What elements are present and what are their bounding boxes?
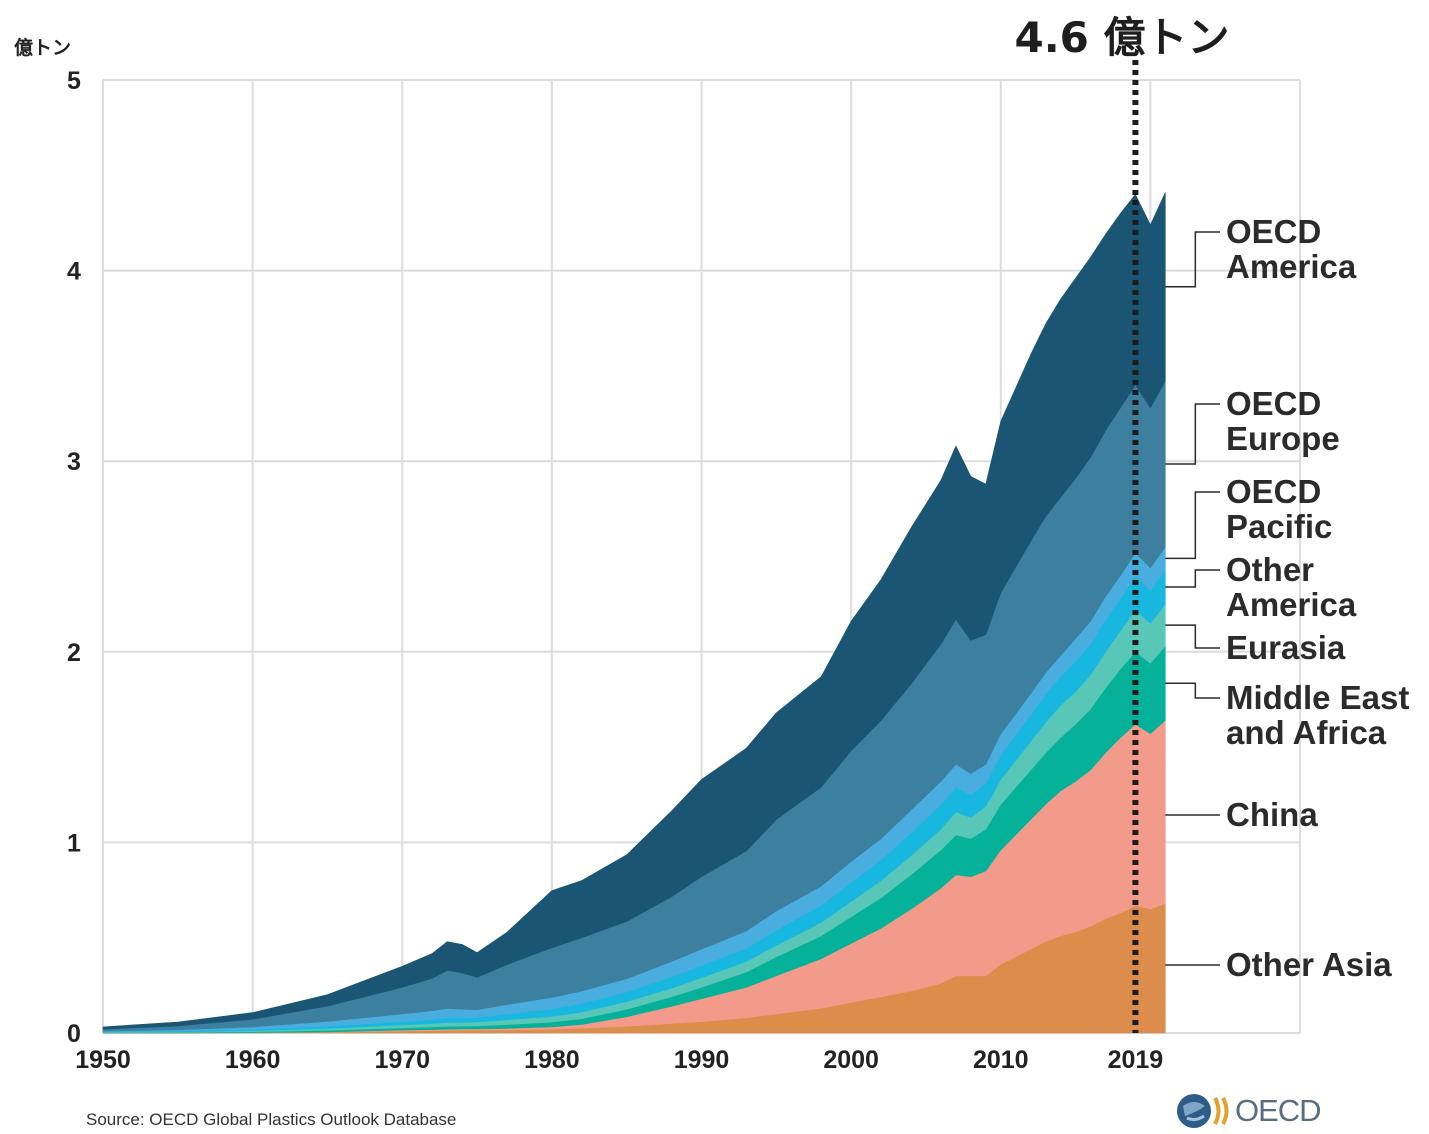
legend-leader-oecd-europe	[1165, 403, 1220, 465]
logo-text: OECD	[1235, 1093, 1322, 1128]
legend-label-other-asia: Other Asia	[1226, 946, 1392, 983]
y-tick-label: 5	[67, 67, 81, 95]
legend-label-oecd-europe: Europe	[1226, 420, 1340, 457]
legend-leader-middle-east-and-africa	[1165, 682, 1220, 699]
legend-label-other-america: America	[1226, 586, 1357, 623]
legend-label-middle-east-and-africa: Middle East	[1226, 679, 1409, 716]
legend-label-oecd-pacific: OECD	[1226, 473, 1321, 510]
peak-annotation: 4.6 億トン	[1014, 13, 1229, 62]
legend-label-china: China	[1226, 796, 1318, 833]
y-tick-label: 2	[67, 639, 81, 667]
area-oecd-america	[102, 192, 1166, 1030]
oecd-globe-icon	[1177, 1094, 1229, 1128]
legend-leader-oecd-america	[1165, 231, 1220, 288]
y-tick-label: 0	[67, 1020, 81, 1048]
legend-label-oecd-pacific: Pacific	[1226, 508, 1332, 545]
x-tick-label: 1980	[524, 1046, 580, 1074]
x-tick-label: 2010	[973, 1046, 1029, 1074]
axis-layer: 0 1 2 3 4 5 1950 1960 1970 1980 1990 2000 2010 2019	[67, 67, 1163, 1074]
source-note: Source: OECD Global Plastics Outlook Dat…	[86, 1110, 457, 1129]
x-tick-label: 2000	[823, 1046, 879, 1074]
legend-label-middle-east-and-africa: and Africa	[1226, 714, 1387, 751]
legend-label-oecd-europe: OECD	[1226, 385, 1321, 422]
y-tick-label: 1	[67, 829, 81, 857]
area-series-layer	[102, 192, 1166, 1034]
legend-leader-oecd-pacific	[1165, 491, 1220, 560]
x-tick-label: 1960	[225, 1046, 281, 1074]
x-tick-label: 1950	[75, 1046, 131, 1074]
legend-leader-eurasia	[1165, 624, 1220, 649]
oecd-logo: OECD	[1175, 1088, 1322, 1134]
x-tick-label: 1990	[674, 1046, 730, 1074]
y-axis-unit-label: 億トン	[14, 36, 71, 59]
legend-label-oecd-america: America	[1226, 248, 1357, 285]
y-tick-label: 3	[67, 448, 81, 476]
legend-label-oecd-america: OECD	[1226, 213, 1321, 250]
x-tick-label: 2019	[1108, 1046, 1164, 1074]
x-tick-label: 1970	[374, 1046, 430, 1074]
y-tick-label: 4	[67, 258, 81, 286]
legend-label-other-america: Other	[1226, 551, 1314, 588]
legend-label-eurasia: Eurasia	[1226, 629, 1346, 666]
legend-leader-other-america	[1165, 569, 1220, 588]
legend-layer: OECDAmericaOECDEuropeOECDPacificOtherAme…	[1165, 213, 1409, 983]
